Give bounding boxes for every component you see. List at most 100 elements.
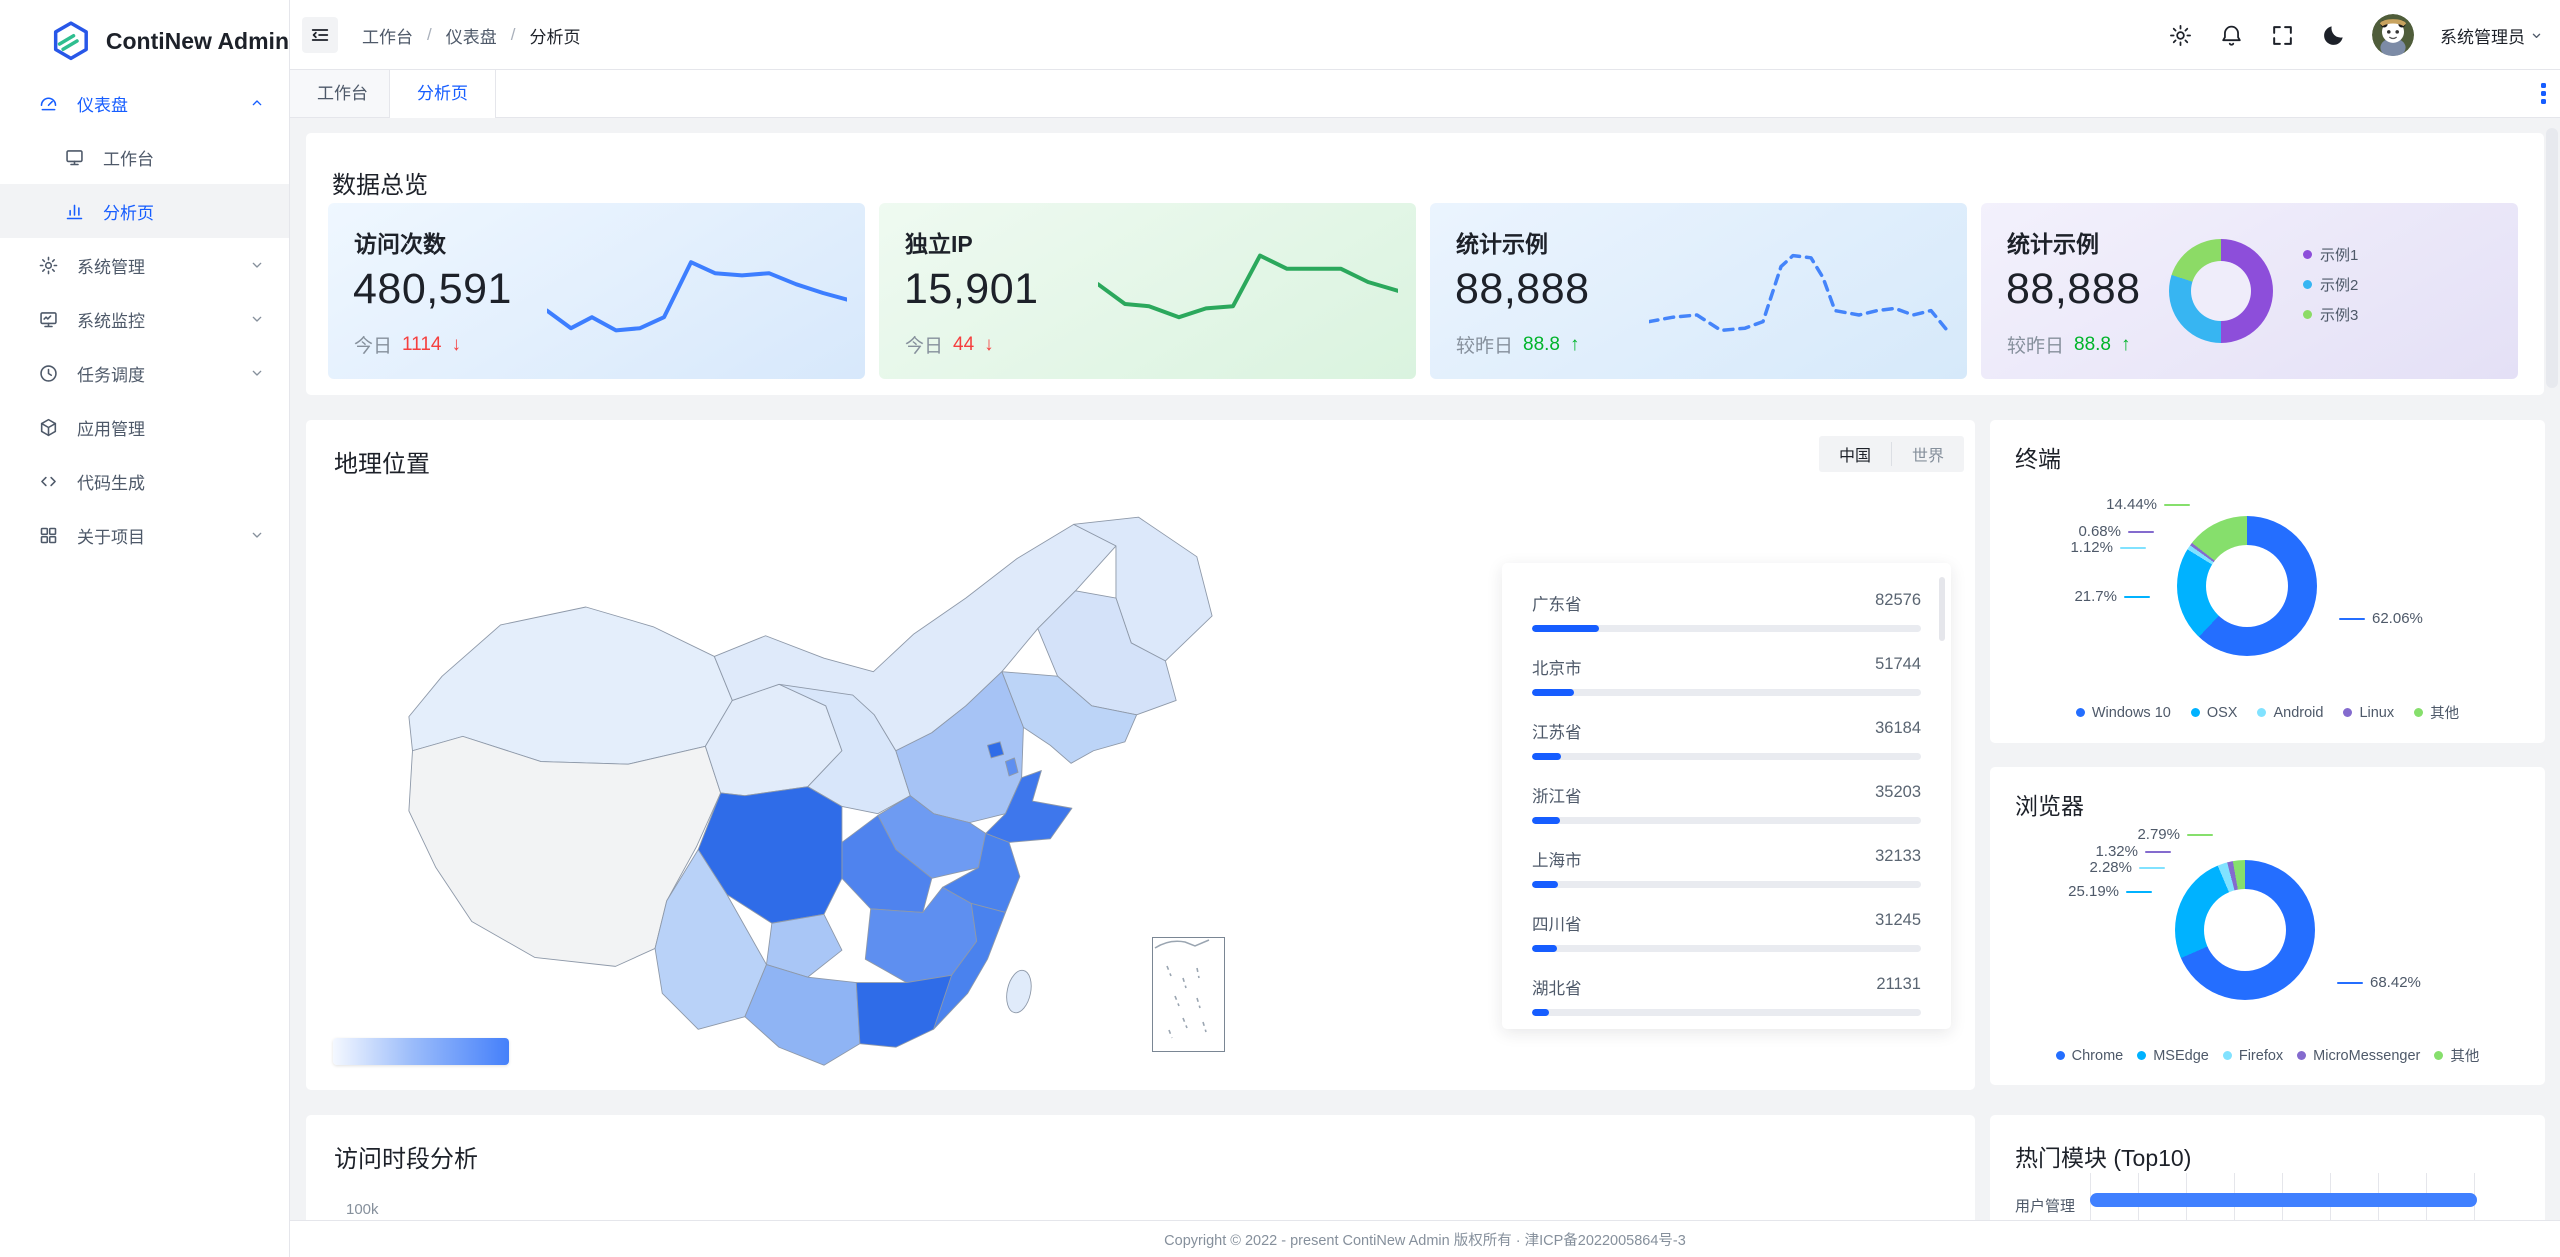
- visits-sparkline: [547, 260, 847, 333]
- sidebar-item-analysis[interactable]: 分析页: [0, 184, 289, 238]
- province-name: 湖北省: [1532, 980, 1582, 998]
- map-color-scale: [333, 1038, 509, 1065]
- legend-item[interactable]: MSEdge: [2137, 1045, 2209, 1066]
- stat-title: 统计示例: [1456, 231, 1548, 257]
- section-title: 地理位置: [334, 451, 430, 478]
- province-progress: [1532, 753, 1921, 760]
- sidebar: ContiNew Admin 仪表盘 工作台 分析页 系统管理 系统监控 任务调: [0, 0, 290, 1257]
- sidebar-item-label: 仪表盘: [77, 95, 128, 115]
- legend-item[interactable]: 其他: [2434, 1045, 2479, 1066]
- province-progress: [1532, 945, 1921, 952]
- top-modules-card: 热门模块 (Top10) 用户管理: [1990, 1115, 2545, 1220]
- terminal-donut-chart[interactable]: [2177, 516, 2317, 656]
- browser-donut-chart[interactable]: [2175, 860, 2315, 1000]
- donut-label: 1.32%: [2095, 843, 2178, 860]
- trend-down-arrow: ↓: [451, 333, 461, 355]
- legend-item[interactable]: Linux: [2343, 702, 2394, 723]
- legend-item[interactable]: Chrome: [2055, 1045, 2123, 1066]
- legend-item[interactable]: Android: [2257, 702, 2323, 723]
- province-row: 北京市 51744: [1532, 655, 1921, 696]
- content-scrollbar[interactable]: [2546, 128, 2558, 388]
- tab-more-menu-icon[interactable]: [2541, 83, 2546, 104]
- province-progress: [1532, 881, 1921, 888]
- sidebar-item-label: 分析页: [103, 203, 154, 223]
- app-logo[interactable]: ContiNew Admin: [0, 0, 289, 68]
- chevron-down-icon: [252, 316, 262, 322]
- donut-label: 14.44%: [2106, 496, 2197, 513]
- donut-label: 62.06%: [2332, 610, 2423, 627]
- desktop-icon: [66, 149, 83, 165]
- trend-down-arrow: ↓: [984, 333, 994, 355]
- legend-item[interactable]: Windows 10: [2075, 702, 2171, 723]
- user-name: 系统管理员: [2440, 27, 2525, 47]
- tab-workbench[interactable]: 工作台: [290, 70, 396, 117]
- legend-item[interactable]: 其他: [2414, 702, 2459, 723]
- sidebar-item-label: 系统监控: [77, 311, 145, 331]
- notification-bell-icon[interactable]: [2219, 23, 2244, 48]
- breadcrumb: 工作台 / 仪表盘 / 分析页: [362, 0, 580, 70]
- stat-delta: 44: [953, 333, 975, 355]
- stat-period: 今日: [354, 336, 393, 357]
- trend-up-arrow: ↑: [2121, 333, 2131, 355]
- settings-icon[interactable]: [2168, 23, 2193, 48]
- code-icon: [41, 476, 56, 486]
- sidebar-item-task-schedule[interactable]: 任务调度: [0, 346, 289, 400]
- legend-label: 示例1: [2320, 246, 2359, 264]
- legend-label: 示例3: [2320, 306, 2359, 324]
- panel-scrollbar[interactable]: [1939, 577, 1945, 641]
- header-actions: 系统管理员: [2168, 0, 2544, 70]
- chevron-down-icon: [252, 370, 262, 376]
- china-map[interactable]: [336, 492, 1276, 1067]
- page-footer: Copyright © 2022 - present ContiNew Admi…: [290, 1220, 2560, 1257]
- top-header: 工作台 / 仪表盘 / 分析页: [290, 0, 2560, 70]
- browser-card: 浏览器 2.79% 1.32% 2.28% 25.19% 68.42% Chro…: [1990, 767, 2545, 1085]
- province-row: 江苏省 36184: [1532, 719, 1921, 760]
- legend-dot: [2303, 279, 2312, 289]
- sidebar-item-system-monitor[interactable]: 系统监控: [0, 292, 289, 346]
- province-name: 江苏省: [1532, 724, 1582, 742]
- province-value: 21131: [1876, 975, 1921, 993]
- breadcrumb-item[interactable]: 工作台: [362, 27, 413, 47]
- stat-period: 较昨日: [1456, 336, 1514, 357]
- module-bar[interactable]: [2090, 1193, 2477, 1207]
- toggle-world[interactable]: 世界: [1891, 442, 1964, 466]
- y-axis-tick: 100k: [346, 1201, 379, 1218]
- chevron-down-icon: [252, 262, 262, 268]
- donut-label: 68.42%: [2330, 974, 2421, 991]
- legend-item[interactable]: Firefox: [2222, 1045, 2283, 1066]
- donut-label: 0.68%: [2078, 523, 2161, 540]
- legend-item[interactable]: MicroMessenger: [2297, 1045, 2420, 1066]
- sidebar-item-code-generation[interactable]: 代码生成: [0, 454, 289, 508]
- stat-value: 88,888: [2006, 265, 2141, 313]
- user-avatar[interactable]: [2372, 14, 2414, 56]
- sidebar-item-dashboard[interactable]: 仪表盘: [0, 76, 289, 130]
- breadcrumb-item[interactable]: 仪表盘: [445, 27, 497, 47]
- tab-label: 分析页: [417, 84, 468, 103]
- grid-icon: [40, 527, 57, 543]
- sidebar-item-about-project[interactable]: 关于项目: [0, 508, 289, 562]
- province-value: 35203: [1875, 783, 1921, 801]
- sidebar-item-workbench[interactable]: 工作台: [0, 130, 289, 184]
- legend-item[interactable]: OSX: [2190, 702, 2237, 723]
- sidebar-item-app-management[interactable]: 应用管理: [0, 400, 289, 454]
- stat-delta: 88.8: [1523, 333, 1560, 355]
- tab-analysis[interactable]: 分析页: [389, 70, 496, 118]
- breadcrumb-item[interactable]: 分析页: [529, 27, 581, 47]
- sidebar-item-label: 关于项目: [77, 527, 145, 547]
- stat-delta: 1114: [402, 333, 442, 355]
- map-inset-south-china-sea: [1152, 937, 1225, 1052]
- donut-label: 2.28%: [2089, 859, 2172, 876]
- dark-mode-moon-icon[interactable]: [2321, 23, 2346, 48]
- stat-period: 今日: [905, 336, 944, 357]
- fullscreen-icon[interactable]: [2270, 23, 2295, 48]
- app-title: ContiNew Admin: [105, 27, 289, 54]
- bar-chart-icon: [66, 204, 83, 219]
- sidebar-collapse-button[interactable]: [302, 17, 338, 53]
- user-menu[interactable]: 系统管理员: [2440, 23, 2544, 48]
- province-row: 上海市 32133: [1532, 847, 1921, 888]
- section-title: 访问时段分析: [334, 1146, 478, 1173]
- toggle-china[interactable]: 中国: [1839, 448, 1872, 465]
- sidebar-item-system-management[interactable]: 系统管理: [0, 238, 289, 292]
- browser-legend: Chrome MSEdge Firefox MicroMessenger 其他: [1990, 1045, 2545, 1066]
- province-row: 湖北省 21131: [1532, 975, 1921, 1016]
